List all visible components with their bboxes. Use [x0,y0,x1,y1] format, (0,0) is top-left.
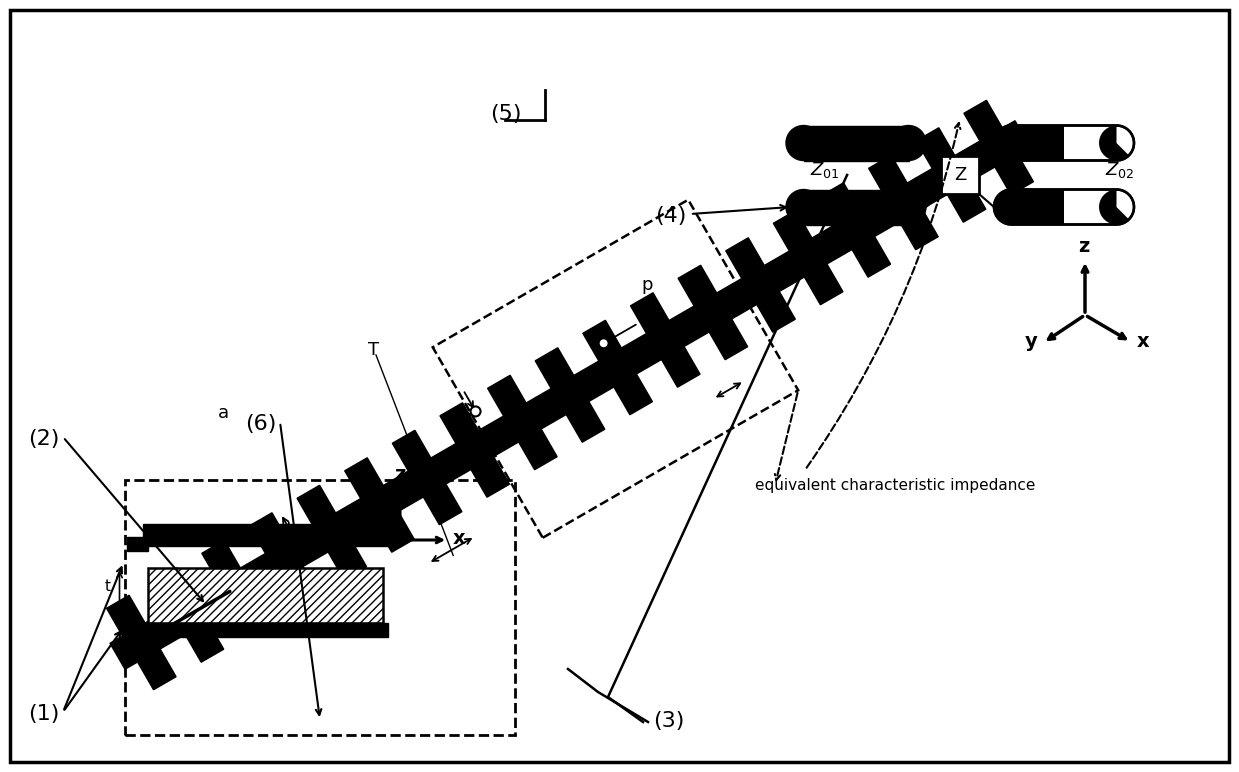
Text: (3): (3) [653,711,684,731]
Circle shape [786,189,821,225]
Polygon shape [869,155,907,196]
Text: equivalent characteristic impedance: equivalent characteristic impedance [755,478,1036,493]
Text: $Z_{01}$: $Z_{01}$ [810,160,840,180]
Bar [126,537,147,550]
Polygon shape [994,189,1064,225]
Polygon shape [678,266,716,306]
Text: (5): (5) [489,104,522,124]
Polygon shape [424,484,462,525]
Polygon shape [344,458,383,499]
Bar [142,622,388,636]
Text: t: t [104,579,110,594]
Circle shape [471,406,481,416]
Text: y: y [1025,332,1038,351]
Text: $Z_{02}$: $Z_{02}$ [1105,160,1135,180]
Circle shape [891,126,926,161]
Bar [804,189,908,225]
Polygon shape [948,181,986,222]
Polygon shape [110,120,1030,669]
Text: b: b [455,441,466,459]
Polygon shape [393,430,431,471]
Text: x: x [1137,332,1150,351]
Polygon shape [202,540,240,581]
Polygon shape [773,210,812,251]
Polygon shape [1099,126,1129,161]
Bar [142,523,388,546]
Text: T: T [368,341,379,359]
Circle shape [598,338,608,348]
Polygon shape [297,486,336,526]
Polygon shape [154,567,193,608]
Polygon shape [582,320,622,361]
Polygon shape [1099,189,1129,225]
Polygon shape [107,595,145,636]
Text: (6): (6) [245,414,276,434]
Text: z: z [1078,237,1089,256]
Polygon shape [964,100,1002,141]
Bar [126,622,147,634]
Text: Z: Z [954,166,966,184]
Polygon shape [566,401,605,442]
Polygon shape [613,374,653,415]
Polygon shape [519,429,558,469]
Polygon shape [185,621,224,662]
Polygon shape [471,456,509,497]
Polygon shape [535,348,574,388]
Polygon shape [488,375,527,416]
Polygon shape [233,594,271,635]
Polygon shape [709,319,747,360]
Polygon shape [917,128,955,168]
Bar [147,567,383,622]
Polygon shape [994,126,1134,161]
Polygon shape [994,189,1134,225]
Text: x: x [453,529,466,548]
Polygon shape [280,567,318,608]
Text: (4): (4) [655,206,686,226]
Polygon shape [375,512,414,552]
Polygon shape [804,264,843,305]
Polygon shape [440,403,478,443]
Polygon shape [994,126,1064,161]
Circle shape [891,189,926,225]
Polygon shape [138,649,176,689]
Text: (1): (1) [28,704,59,724]
Polygon shape [900,209,938,249]
Polygon shape [995,154,1033,195]
Polygon shape [249,513,287,554]
Polygon shape [662,347,700,388]
Polygon shape [757,292,795,332]
Circle shape [786,126,821,161]
Polygon shape [821,183,860,224]
Text: z: z [394,465,405,484]
Polygon shape [852,236,891,277]
Polygon shape [631,293,669,334]
Text: (2): (2) [28,429,59,449]
Bar [804,126,908,161]
Polygon shape [726,238,764,279]
Bar [125,480,515,735]
Text: a: a [218,404,229,422]
Polygon shape [328,539,367,580]
Bar [940,156,979,194]
Text: p: p [641,276,653,294]
